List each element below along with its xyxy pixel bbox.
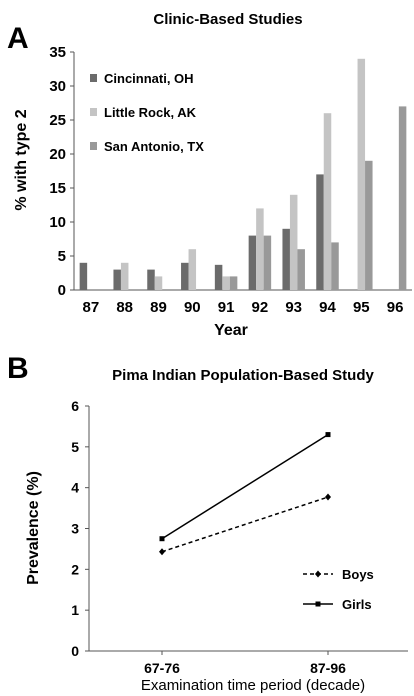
- x-tick-label: 92: [252, 299, 269, 316]
- x-tick-label: 90: [184, 299, 201, 316]
- point-boys: [159, 548, 165, 556]
- legend-label: Little Rock, AK: [104, 105, 197, 120]
- bar-little-rock: [256, 208, 264, 290]
- panel-b-line-chart: B Pima Indian Population-Based Study Pre…: [7, 352, 408, 694]
- bar-little-rock: [357, 58, 366, 290]
- bar-cincinnati: [316, 174, 324, 290]
- panel-a-x-ticks: 87 88 89 90 91 92 93 94 95 96: [83, 299, 404, 316]
- bar-san-antonio: [229, 276, 238, 290]
- legend-swatch: [90, 142, 97, 150]
- point-girls: [159, 536, 165, 542]
- y-tick-label: 6: [71, 398, 79, 414]
- y-tick-label: 3: [71, 521, 79, 537]
- x-tick-label: 87-96: [310, 660, 346, 676]
- panel-b-title: Pima Indian Population-Based Study: [112, 367, 374, 384]
- y-tick-label: 1: [71, 602, 79, 618]
- panel-b-x-axis-title: Examination time period (decade): [141, 677, 365, 694]
- x-tick-label: 93: [285, 299, 302, 316]
- panel-b-x-ticks: 67-76 87-96: [144, 651, 346, 676]
- legend-label: Girls: [342, 597, 372, 612]
- y-tick-label: 35: [49, 44, 66, 61]
- point-boys: [325, 493, 331, 501]
- panel-a-bars: [79, 58, 407, 291]
- bar-cincinnati: [282, 228, 290, 290]
- bar-san-antonio: [331, 242, 339, 290]
- bar-san-antonio: [297, 249, 305, 290]
- legend-marker: [315, 570, 321, 578]
- bar-little-rock: [154, 276, 163, 290]
- y-tick-label: 4: [71, 480, 79, 496]
- bar-san-antonio: [398, 106, 407, 291]
- x-tick-label: 91: [218, 299, 235, 316]
- y-tick-label: 30: [49, 78, 66, 95]
- panel-a-letter: A: [7, 22, 29, 55]
- legend-swatch: [90, 74, 97, 82]
- bar-cincinnati: [181, 262, 189, 290]
- legend-label: Boys: [342, 567, 374, 582]
- bar-little-rock: [120, 262, 129, 290]
- legend-marker: [315, 601, 321, 607]
- panel-a-y-ticks: 0 5 10 15 20 25 30 35: [49, 44, 74, 299]
- y-tick-label: 2: [71, 561, 79, 577]
- panel-b-y-axis-title: Prevalence (%): [25, 471, 42, 585]
- series-line-boys: [161, 496, 329, 553]
- panel-b-legend: Boys Girls: [303, 567, 374, 612]
- bar-little-rock: [188, 249, 197, 290]
- x-tick-label: 88: [116, 299, 133, 316]
- y-tick-label: 15: [49, 180, 66, 197]
- bar-little-rock: [323, 113, 332, 290]
- x-tick-label: 95: [353, 299, 370, 316]
- x-tick-label: 67-76: [144, 660, 180, 676]
- series-line-girls: [161, 433, 329, 540]
- x-tick-label: 87: [83, 299, 100, 316]
- panel-a-legend: Cincinnati, OH Little Rock, AK San Antonio…: [90, 71, 204, 154]
- panel-a-title: Clinic-Based Studies: [153, 11, 302, 28]
- bar-little-rock: [222, 276, 230, 290]
- y-tick-label: 20: [49, 146, 66, 163]
- y-tick-label: 25: [49, 112, 66, 129]
- bar-cincinnati: [79, 262, 88, 290]
- legend-label: San Antonio, TX: [104, 139, 204, 154]
- panel-b-y-ticks: 0 1 2 3 4 5 6: [71, 398, 89, 659]
- y-tick-label: 0: [71, 643, 79, 659]
- bar-san-antonio: [263, 235, 272, 290]
- bar-little-rock: [289, 194, 298, 290]
- bar-cincinnati: [147, 269, 155, 290]
- y-tick-label: 10: [49, 214, 66, 231]
- bar-cincinnati: [248, 235, 257, 290]
- bar-san-antonio: [365, 160, 373, 290]
- panel-b-letter: B: [7, 352, 29, 385]
- panel-a-bar-chart: A Clinic-Based Studies % with type 2 Yea…: [7, 11, 412, 339]
- y-tick-label: 5: [71, 439, 79, 455]
- point-girls: [325, 432, 331, 438]
- panel-a-x-axis-title: Year: [214, 322, 248, 339]
- legend-label: Cincinnati, OH: [104, 71, 194, 86]
- bar-cincinnati: [113, 269, 121, 290]
- panel-b-series: [159, 432, 331, 556]
- x-tick-label: 89: [150, 299, 167, 316]
- y-tick-label: 0: [58, 282, 66, 299]
- legend-swatch: [90, 108, 97, 116]
- y-tick-label: 5: [58, 248, 66, 265]
- x-tick-label: 94: [319, 299, 336, 316]
- x-tick-label: 96: [387, 299, 404, 316]
- panel-a-y-axis-title: % with type 2: [13, 109, 30, 210]
- bar-cincinnati: [214, 264, 223, 290]
